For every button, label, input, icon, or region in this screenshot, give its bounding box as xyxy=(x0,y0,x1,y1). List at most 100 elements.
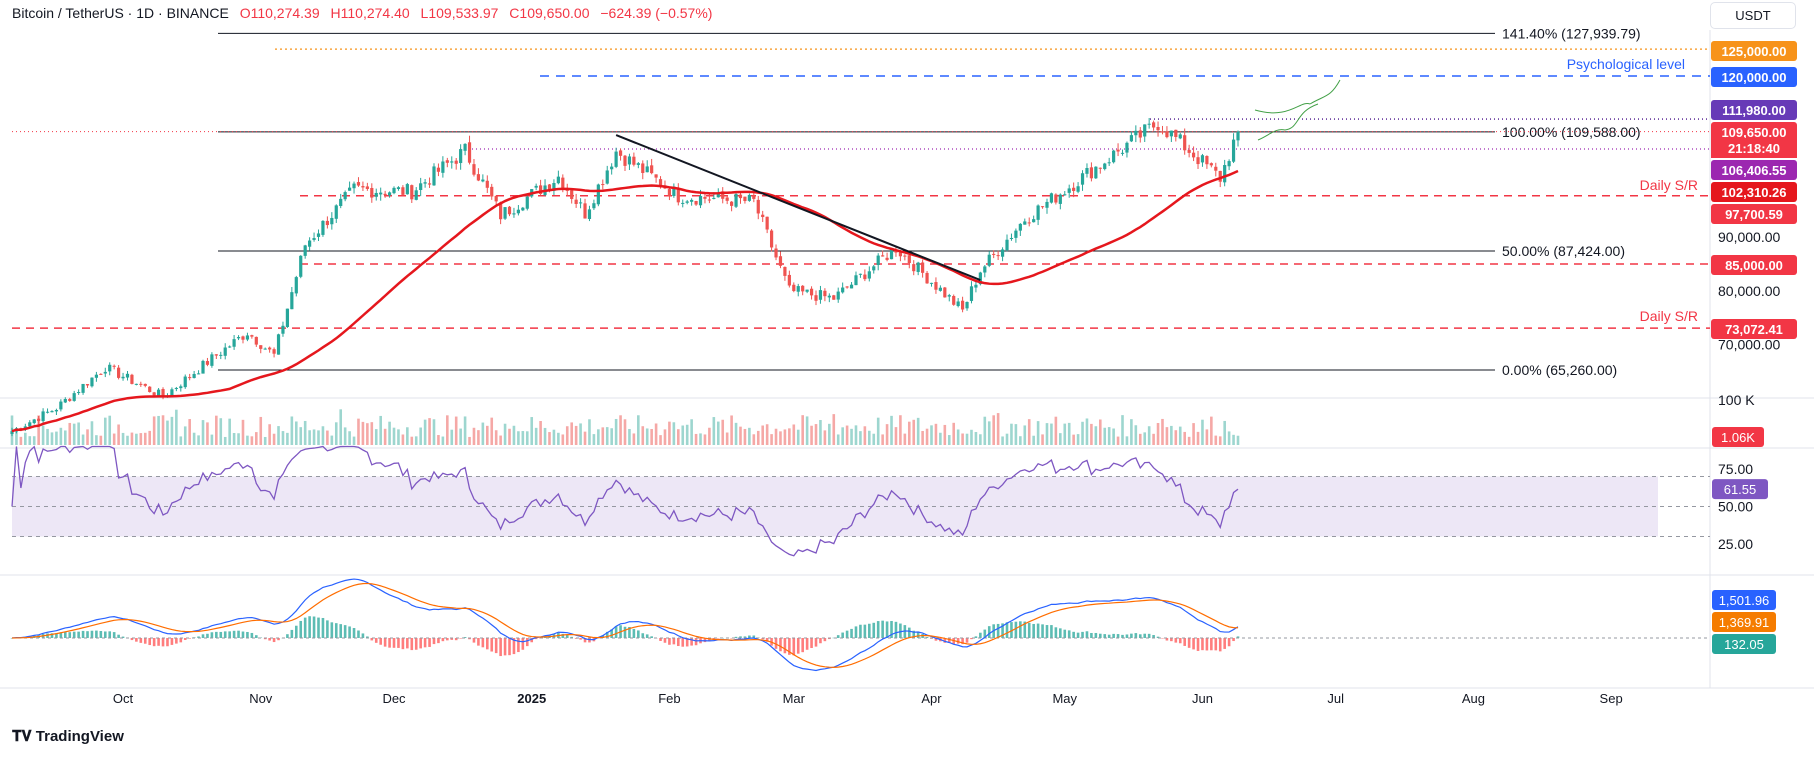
volume-bar xyxy=(90,421,94,445)
candle-body xyxy=(654,174,658,178)
candle-body xyxy=(1094,166,1098,179)
brand-label: TradingView xyxy=(35,728,124,745)
macd-hist-bar xyxy=(312,616,316,638)
candle-body xyxy=(450,161,454,163)
candle-body xyxy=(694,201,698,205)
macd-hist-bar xyxy=(1081,631,1084,638)
macd-hist-bar xyxy=(1187,638,1191,648)
volume-bar xyxy=(761,425,765,445)
candle-body xyxy=(272,349,276,354)
volume-bar xyxy=(454,416,458,445)
candle-body xyxy=(347,187,352,191)
candle-body xyxy=(841,287,845,293)
macd-hist-bar xyxy=(881,620,884,638)
macd-hist-bar xyxy=(352,628,356,638)
candle-body xyxy=(969,286,974,301)
macd-hist-bar xyxy=(1170,638,1173,642)
candle-body xyxy=(814,295,818,301)
volume-bar xyxy=(299,427,303,445)
candle-body xyxy=(28,422,32,427)
volume-bar xyxy=(805,416,809,445)
macd-hist-bar xyxy=(299,620,303,638)
macd-hist-bar xyxy=(64,631,67,638)
macd-hist-bar xyxy=(437,638,440,644)
macd-hist-bar xyxy=(392,638,396,648)
time-axis-label: Dec xyxy=(382,691,406,706)
candle-body xyxy=(1156,126,1160,131)
macd-hist-bar xyxy=(637,630,640,638)
candle-body xyxy=(832,295,836,300)
macd-hist-bar xyxy=(1072,631,1075,638)
volume-bar xyxy=(845,425,849,445)
macd-hist-bar xyxy=(956,638,960,644)
volume-bar xyxy=(255,432,258,445)
candle-body xyxy=(467,142,472,163)
volume-bar xyxy=(1232,434,1235,445)
volume-bar xyxy=(481,422,485,445)
volume-bar xyxy=(1236,435,1240,445)
price-tag xyxy=(1711,100,1797,120)
macd-hist-bar xyxy=(379,638,382,645)
macd-hist-bar xyxy=(317,617,320,638)
macd-hist-bar xyxy=(108,631,112,638)
volume-bar xyxy=(450,429,454,445)
candle-body xyxy=(925,272,929,284)
volume-bar xyxy=(423,419,427,445)
macd-hist-bar xyxy=(250,632,254,638)
macd-hist-bar xyxy=(1027,622,1031,638)
candle-body xyxy=(1138,130,1142,138)
candle-body xyxy=(1165,131,1169,138)
candle-body xyxy=(547,184,552,190)
macd-hist-bar xyxy=(525,638,529,647)
candle-body xyxy=(512,213,516,215)
candle-body xyxy=(94,374,98,378)
macd-hist-bar xyxy=(210,632,214,638)
time-axis-label: Jun xyxy=(1192,691,1213,706)
volume-bar xyxy=(779,431,782,445)
candle-body xyxy=(1174,129,1178,137)
macd-hist-bar xyxy=(685,638,689,647)
price-tag-label: 120,000.00 xyxy=(1721,70,1786,85)
projection-path xyxy=(1309,79,1341,105)
macd-hist-bar xyxy=(143,638,147,644)
macd-hist-bar xyxy=(850,628,853,638)
volume-bar xyxy=(903,433,907,445)
macd-hist-bar xyxy=(632,628,636,638)
volume-bar xyxy=(32,436,36,445)
daily-sr-label: Daily S/R xyxy=(1640,308,1698,324)
candle-body xyxy=(916,262,920,272)
symbol-label[interactable]: Bitcoin / TetherUS · 1D · BINANCE xyxy=(12,5,229,21)
candle-body xyxy=(290,292,294,310)
macd-hist-bar xyxy=(690,638,693,646)
tradingview-logo[interactable]: 𝐓𝐕 TradingView xyxy=(12,728,124,745)
volume-bar xyxy=(1063,423,1067,445)
macd-hist-bar xyxy=(743,636,747,638)
volume-bar xyxy=(19,436,23,445)
macd-hist-bar xyxy=(197,636,200,638)
macd-hist-bar xyxy=(99,630,103,638)
volume-bar xyxy=(330,435,334,445)
volume-bar xyxy=(756,430,760,445)
volume-bar xyxy=(468,436,471,445)
volume-bar xyxy=(712,417,716,445)
volume-bar xyxy=(730,415,733,445)
macd-hist-bar xyxy=(348,626,351,638)
price-tag xyxy=(1711,67,1797,87)
candle-body xyxy=(774,248,778,258)
volume-bar xyxy=(1183,431,1186,445)
currency-selector[interactable]: USDT xyxy=(1710,2,1796,29)
macd-hist-bar xyxy=(237,630,240,638)
candle-body xyxy=(432,166,436,186)
macd-hist-bar xyxy=(183,638,187,641)
candle-body xyxy=(912,264,916,272)
volume-bar xyxy=(872,433,876,445)
macd-hist-bar xyxy=(903,625,907,638)
candle-body xyxy=(125,373,130,378)
candle-body xyxy=(685,201,689,203)
candle-body xyxy=(618,150,623,156)
macd-hist-bar xyxy=(1050,625,1053,638)
candle-body xyxy=(672,186,676,197)
volume-bar xyxy=(734,422,738,445)
